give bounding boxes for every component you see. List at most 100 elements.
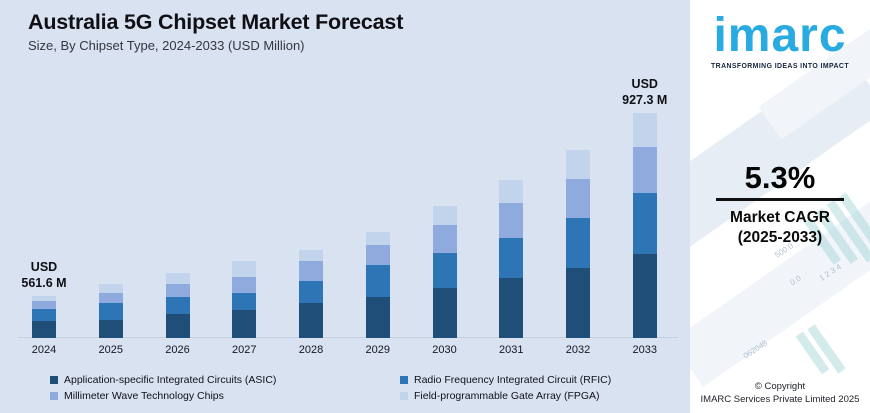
bar-2032 [566,150,590,338]
bar-segment-fpga-2031 [499,180,524,203]
bar-segment-mmw-2025 [98,293,123,303]
bar-segment-rfic-2025 [98,303,123,320]
bar-segment-asic-2031 [499,278,524,338]
x-axis-label-2030: 2030 [432,344,457,356]
bar-2029 [365,231,390,338]
watermark-bar-sketch [807,324,846,374]
bar-segment-asic-2028 [299,303,323,338]
chart-legend: Application-specific Integrated Circuits… [50,373,611,402]
bar-segment-rfic-2030 [432,253,457,288]
watermark-number: 0.0 [788,273,803,288]
value-label-2033: USD 927.3 M [622,77,668,107]
bar-segment-mmw-2026 [165,283,190,297]
legend-label-asic: Application-specific Integrated Circuits… [64,373,277,386]
bar-2033 [632,113,657,338]
bar-segment-fpga-2026 [165,273,190,284]
bar-segment-rfic-2028 [299,280,323,303]
copyright-line1: © Copyright [754,381,806,392]
watermark-number: 062048 [741,338,769,361]
bar-segment-fpga-2025 [98,284,123,293]
bar-2030 [432,206,457,338]
legend-label-rfic: Radio Frequency Integrated Circuit (RFIC… [414,373,612,386]
bar-segment-mmw-2029 [365,245,390,265]
cagr-period: (2025-2033) [737,229,823,246]
bar-2024 [32,295,56,338]
bar-segment-fpga-2032 [566,150,590,179]
bar-segment-fpga-2029 [365,231,390,245]
bar-2028 [299,249,323,338]
legend-item-mmw: Millimeter Wave Technology Chips [50,389,400,402]
bar-segment-rfic-2029 [365,265,390,297]
cagr-divider [716,198,844,201]
legend-swatch-rfic [400,375,408,384]
x-axis-label-2025: 2025 [98,344,123,356]
bar-segment-mmw-2024 [32,300,56,309]
x-axis-label-2033: 2033 [632,344,657,356]
legend-swatch-asic [50,375,58,384]
bar-segment-rfic-2032 [566,217,590,268]
bar-segment-mmw-2030 [432,224,457,253]
x-axis-label-2032: 2032 [565,344,591,356]
legend-swatch-fpga [400,391,408,400]
imarc-logo-text: imarc [713,9,847,62]
copyright-line2: IMARC Services Private Limited 2025 [700,394,860,405]
watermark-band [690,169,870,387]
bar-2031 [499,180,524,338]
chart-panel: Australia 5G Chipset Market Forecast Siz… [18,10,678,402]
plot-area: 2024 2025 2026 2027 2028 2029 2030 2031 2032 2033… [18,77,678,356]
bar-segment-fpga-2030 [432,206,457,225]
bar-segment-fpga-2027 [232,260,257,277]
bar-segment-asic-2029 [365,296,390,338]
x-axis-label-2029: 2029 [365,344,390,356]
legend-swatch-mmw [50,391,58,400]
bar-segment-fpga-2028 [299,249,323,261]
bar-segment-rfic-2031 [499,238,524,278]
cagr-label: Market CAGR [730,209,830,226]
x-axis-label-2024: 2024 [31,344,57,356]
page-title: Australia 5G Chipset Market Forecast [28,10,404,34]
bar-segment-asic-2024 [32,321,56,338]
bar-segment-mmw-2033 [632,146,657,193]
bar-segment-asic-2033 [632,253,657,338]
x-axis-label-2026: 2026 [165,344,190,356]
bar-segment-rfic-2033 [632,193,657,254]
bar-segment-asic-2025 [98,319,123,338]
bar-segment-mmw-2027 [232,277,257,293]
watermark-number: 1 2 3 4 [817,262,843,283]
bar-2026 [165,273,190,338]
watermark-bar-sketch [795,331,830,375]
bar-segment-fpga-2024 [32,295,56,301]
legend-label-fpga: Field-programmable Gate Array (FPGA) [414,389,600,402]
bar-segment-asic-2030 [432,288,457,338]
bar-segment-rfic-2024 [32,309,56,321]
imarc-logo: imarc TRANSFORMING IDEAS INTO IMPACT [690,9,870,71]
legend-item-rfic: Radio Frequency Integrated Circuit (RFIC… [400,373,611,386]
imarc-tagline: TRANSFORMING IDEAS INTO IMPACT [711,63,849,71]
watermark-bar-sketch [838,192,870,262]
legend-label-mmw: Millimeter Wave Technology Chips [64,389,224,402]
x-axis-line [18,337,678,338]
bar-segment-rfic-2026 [165,297,190,314]
bar-segment-asic-2026 [165,314,190,338]
bar-segment-fpga-2033 [632,113,657,147]
value-label-2024: USD 561.6 M [21,259,67,290]
bar-segment-rfic-2027 [232,292,257,310]
brand-sidebar: 500.0 0.0 1 2 3 4 062048 imarc TRANSFORMING… [690,0,870,413]
x-axis-label-2031: 2031 [499,344,524,356]
bar-segment-asic-2027 [232,309,257,338]
bar-segment-mmw-2031 [499,203,524,238]
chart-subtitle: Size, By Chipset Type, 2024-2033 (USD Mi… [28,38,305,53]
bar-segment-asic-2032 [566,267,590,338]
x-axis-label-2028: 2028 [298,344,324,356]
legend-item-fpga: Field-programmable Gate Array (FPGA) [400,389,611,402]
legend-item-asic: Application-specific Integrated Circuits… [50,373,400,386]
bar-segment-mmw-2028 [299,260,323,281]
copyright: © Copyright IMARC Services Private Limit… [690,381,870,405]
cagr-value: 5.3% [744,160,816,195]
bar-segment-mmw-2032 [566,179,590,218]
bar-2027 [232,260,257,338]
x-axis-label-2027: 2027 [232,344,257,356]
bar-2025 [98,284,123,338]
watermark-band [690,51,870,259]
